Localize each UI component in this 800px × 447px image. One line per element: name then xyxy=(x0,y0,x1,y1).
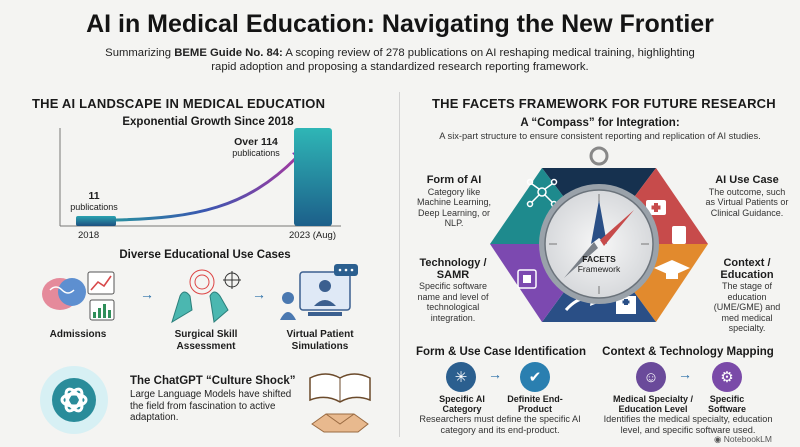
facet-form-title: Form of AI xyxy=(426,174,482,186)
book-handshake-icon xyxy=(309,373,371,433)
graduation-cap-icon xyxy=(654,260,690,279)
form-use-arrow: → xyxy=(488,366,502,382)
facet-context: Context / Education The stage of educati… xyxy=(704,257,790,334)
notebooklm-watermark: ◉ NotebookLM xyxy=(714,434,772,444)
use-case-arrow-2: → xyxy=(252,286,266,302)
compass-title: A “Compass” for Integration: xyxy=(520,117,680,129)
context-tech-arrow: → xyxy=(678,366,692,382)
compass-needle-red xyxy=(600,210,634,246)
page-subtitle: Summarizing BEME Guide No. 84: A scoping… xyxy=(100,46,700,74)
facets-compass xyxy=(490,146,708,322)
clipboard-check-icon: ✔ xyxy=(520,362,550,392)
doctor-icon: ☺ xyxy=(636,362,666,392)
end-value: Over 114 xyxy=(234,136,278,148)
subtitle-rest: A scoping review of 278 publications on … xyxy=(211,47,695,73)
subtitle-bold: BEME Guide No. 84: xyxy=(174,47,283,59)
context-tech-title: Context & Technology Mapping xyxy=(602,346,774,358)
growth-curve xyxy=(115,156,298,222)
compass-subtitle: A six-part structure to ensure consisten… xyxy=(439,131,761,141)
clipboard-icon xyxy=(672,226,686,244)
bar-2023 xyxy=(294,128,332,226)
hospital-icon xyxy=(616,296,636,314)
use-cases-title: Diverse Educational Use Cases xyxy=(119,249,291,261)
facet-technology-title: Technology / SAMR xyxy=(419,257,487,281)
compass-ring xyxy=(589,146,609,166)
start-value: 11 xyxy=(88,190,100,202)
left-section-heading: THE AI LANDSCAPE IN MEDICAL EDUCATION xyxy=(32,96,326,111)
right-section-heading: THE FACETS FRAMEWORK FOR FUTURE RESEARCH xyxy=(432,96,776,111)
center-label-2: Framework xyxy=(577,264,621,274)
network-icon xyxy=(526,178,558,208)
form-use-left-label: Specific AI Category xyxy=(439,394,485,414)
compass-needle-south xyxy=(564,242,598,278)
facet-technology-text: Specific software name and level of tech… xyxy=(417,281,489,323)
facet-context-title: Context / Education xyxy=(720,257,774,281)
page-title: AI in Medical Education: Navigating the … xyxy=(86,10,714,38)
chatgpt-logo-icon xyxy=(40,366,108,434)
brain-chart-icon xyxy=(42,271,115,321)
facet-form-of-ai: Form of AI Category like Machine Learnin… xyxy=(413,174,495,229)
context-tech-right-label: Specific Software xyxy=(707,394,746,414)
compass-center-label: FACETS Framework xyxy=(566,254,632,274)
use-case-arrow-1: → xyxy=(140,286,154,302)
form-use-text: Researchers must define the specific AI … xyxy=(419,414,581,435)
compass-needle-north xyxy=(591,200,607,244)
center-label-1: FACETS xyxy=(582,254,616,264)
x-label-end: 2023 (Aug) xyxy=(289,230,337,241)
chatgpt-title: The ChatGPT “Culture Shock” xyxy=(130,375,296,387)
compass-dial xyxy=(544,189,654,299)
growth-title: Exponential Growth Since 2018 xyxy=(122,116,294,128)
facet-technology: Technology / SAMR Specific software name… xyxy=(410,257,496,323)
facet-use-case-title: AI Use Case xyxy=(715,174,779,186)
chatgpt-text: Large Language Models have shifted the f… xyxy=(130,389,292,423)
virtual-patient-icon xyxy=(280,264,358,320)
watermark-text: NotebookLM xyxy=(723,434,772,444)
bar-2018 xyxy=(76,216,116,226)
end-value-label: Over 114 publications xyxy=(224,136,288,158)
x-label-start: 2018 xyxy=(78,230,100,241)
use-case-label-surgical: Surgical Skill Assessment xyxy=(174,329,238,352)
facet-use-case-text: The outcome, such as Virtual Patients or… xyxy=(705,186,789,218)
start-unit: publications xyxy=(70,202,118,212)
form-use-title: Form & Use Case Identification xyxy=(416,346,586,358)
subtitle-prefix: Summarizing xyxy=(105,47,175,59)
facet-form-text: Category like Machine Learning, Deep Lea… xyxy=(416,186,492,229)
ai-chip-icon: ✳ xyxy=(446,362,476,392)
facet-context-text: The stage of education (UME/GME) and med… xyxy=(713,281,781,333)
form-use-right-label: Definite End-Product xyxy=(507,394,563,414)
surgical-hands-icon xyxy=(171,269,241,324)
start-value-label: 11 publications xyxy=(66,190,122,212)
medical-kit-icon xyxy=(646,200,666,215)
use-case-label-admissions: Admissions xyxy=(49,329,107,340)
context-tech-text: Identifies the medical specialty, educat… xyxy=(603,414,773,435)
context-tech-left-label: Medical Specialty / Education Level xyxy=(612,394,694,414)
growth-chart xyxy=(59,128,341,227)
software-icon: ⚙ xyxy=(712,362,742,392)
column-divider xyxy=(399,92,400,437)
chip-icon xyxy=(517,269,537,289)
end-unit: publications xyxy=(232,148,280,158)
facet-use-case: AI Use Case The outcome, such as Virtual… xyxy=(704,174,790,218)
use-case-label-virtual-patient: Virtual Patient Simulations xyxy=(286,329,354,352)
